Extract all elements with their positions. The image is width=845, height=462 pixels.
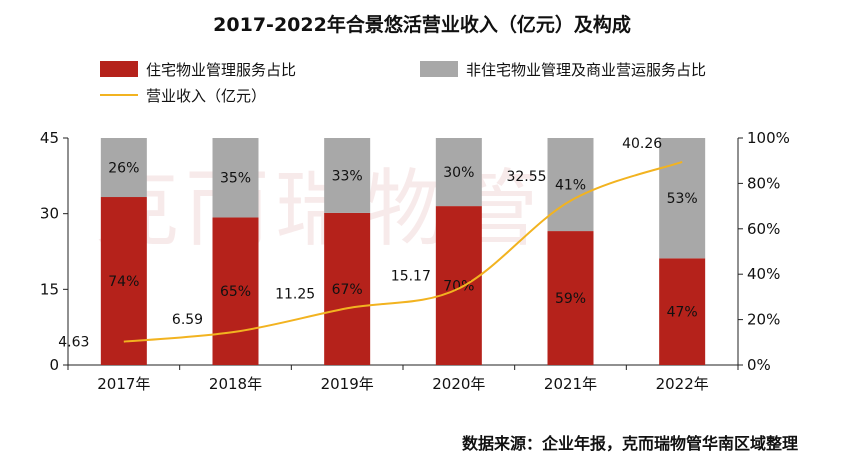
right-tick-label: 100%	[747, 129, 790, 147]
revenue-label: 32.55	[506, 169, 546, 185]
bar-label-residential: 70%	[443, 279, 474, 295]
legend-label-nonresidential: 非住宅物业管理及商业营运服务占比	[466, 61, 706, 79]
x-tick-label: 2017年	[97, 375, 150, 393]
bar-residential	[100, 197, 147, 365]
left-tick-label: 30	[40, 205, 59, 223]
bar-nonresidential	[212, 138, 259, 218]
bar-residential	[212, 217, 259, 365]
bar-label-residential: 47%	[667, 305, 698, 321]
revenue-label: 15.17	[391, 268, 431, 284]
bar-nonresidential	[100, 138, 147, 198]
bar-label-nonresidential: 33%	[332, 168, 363, 184]
bar-residential	[324, 212, 371, 365]
legend-swatch-residential	[100, 61, 138, 77]
right-tick-label: 0%	[747, 356, 771, 374]
right-tick-label: 40%	[747, 265, 780, 283]
revenue-label: 40.26	[622, 136, 662, 152]
bar-residential	[659, 258, 706, 365]
source-note: 数据来源：企业年报，克而瑞物管华南区域整理	[462, 434, 798, 453]
bar-label-nonresidential: 35%	[220, 171, 251, 187]
left-tick-label: 0	[49, 356, 59, 374]
bar-label-nonresidential: 41%	[555, 178, 586, 194]
x-tick-label: 2021年	[544, 375, 597, 393]
bar-label-residential: 59%	[555, 291, 586, 307]
right-tick-label: 60%	[747, 220, 780, 238]
bar-label-residential: 67%	[332, 282, 363, 298]
legend-label-residential: 住宅物业管理服务占比	[146, 61, 296, 79]
plot-area: 0 15 30 45 0% 20% 40% 60% 80% 100% 2017年 2018年 2019年…	[40, 129, 790, 393]
revenue-line	[123, 160, 683, 343]
bar-nonresidential	[659, 138, 706, 259]
bar-label-residential: 65%	[220, 284, 251, 300]
chart-title: 2017-2022年合景悠活营业收入（亿元）及构成	[213, 13, 631, 36]
right-tick-label: 80%	[747, 174, 780, 192]
bar-residential	[435, 206, 482, 365]
left-tick-label: 15	[40, 280, 59, 298]
bar-nonresidential	[324, 138, 371, 213]
revenue-label: 4.63	[58, 335, 89, 351]
x-tick-label: 2018年	[209, 375, 262, 393]
x-tick-label: 2022年	[656, 375, 709, 393]
bar-nonresidential	[547, 138, 594, 232]
bar-residential	[547, 231, 594, 365]
bar-label-nonresidential: 26%	[108, 161, 139, 177]
x-tick-label: 2020年	[432, 375, 485, 393]
bar-label-nonresidential: 53%	[667, 191, 698, 207]
legend-swatch-nonresidential	[420, 61, 458, 77]
left-tick-label: 45	[40, 129, 59, 147]
revenue-label: 11.25	[275, 286, 315, 302]
legend: 住宅物业管理服务占比 非住宅物业管理及商业营运服务占比 营业收入（亿元）	[100, 61, 706, 105]
bar-label-nonresidential: 30%	[443, 165, 474, 181]
legend-label-revenue: 营业收入（亿元）	[146, 87, 266, 105]
right-tick-label: 20%	[747, 311, 780, 329]
bar-nonresidential	[435, 138, 482, 207]
x-tick-label: 2019年	[321, 375, 374, 393]
bar-label-residential: 74%	[108, 274, 139, 290]
revenue-label: 6.59	[172, 312, 203, 328]
